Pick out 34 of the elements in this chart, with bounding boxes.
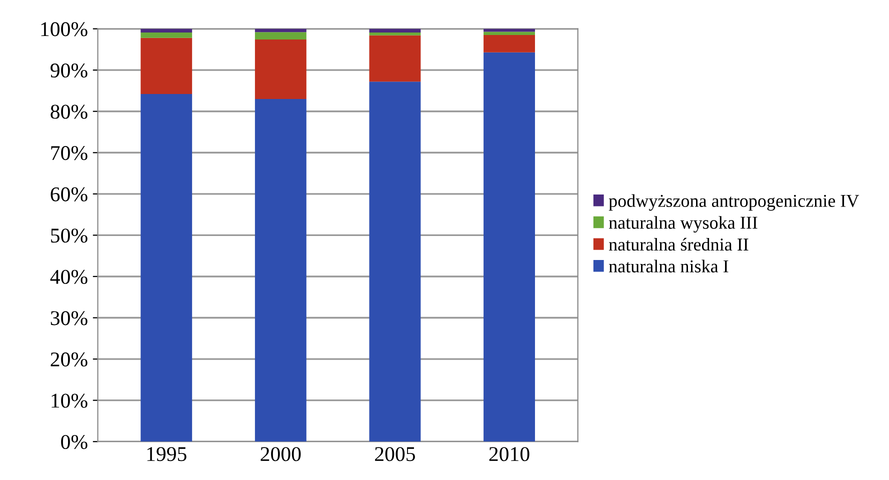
legend-label: naturalna niska I bbox=[608, 260, 728, 272]
bar bbox=[254, 28, 306, 32]
y-tick-label: 10% bbox=[52, 394, 88, 408]
y-tick-label: 50% bbox=[51, 228, 88, 243]
y-tick-label: 90% bbox=[50, 63, 88, 78]
y-tick-label: 70% bbox=[51, 146, 88, 160]
bar bbox=[369, 35, 421, 82]
legend-label: naturalna średnia II bbox=[608, 238, 748, 251]
x-tick-label: 2000 bbox=[260, 447, 301, 462]
y-tick-label: 100% bbox=[41, 22, 88, 36]
bar bbox=[369, 28, 421, 33]
y-tick-label: 0% bbox=[61, 434, 88, 450]
y-tick-label: 40% bbox=[50, 270, 88, 284]
bar bbox=[484, 32, 535, 35]
bar bbox=[254, 32, 306, 40]
legend-label: podwyższona antropogenicznie IV bbox=[608, 194, 860, 211]
bar bbox=[254, 40, 306, 99]
bar bbox=[140, 38, 192, 94]
x-tick-label: 2005 bbox=[375, 447, 415, 462]
legend-label: naturalna wysoka III bbox=[608, 216, 758, 233]
bar bbox=[484, 52, 535, 442]
y-tick-label: 20% bbox=[50, 352, 88, 367]
y-tick-label: 80% bbox=[50, 104, 88, 119]
bar bbox=[140, 32, 192, 38]
bar bbox=[140, 28, 192, 33]
bar bbox=[484, 34, 535, 52]
bar bbox=[369, 32, 421, 36]
x-tick-label: 2010 bbox=[489, 447, 530, 462]
y-tick-label: 30% bbox=[50, 311, 88, 326]
bar bbox=[140, 94, 192, 442]
y-tick-label: 60% bbox=[50, 187, 88, 202]
bar bbox=[369, 82, 421, 442]
bar bbox=[254, 98, 306, 442]
x-tick-label: 1995 bbox=[147, 447, 186, 462]
